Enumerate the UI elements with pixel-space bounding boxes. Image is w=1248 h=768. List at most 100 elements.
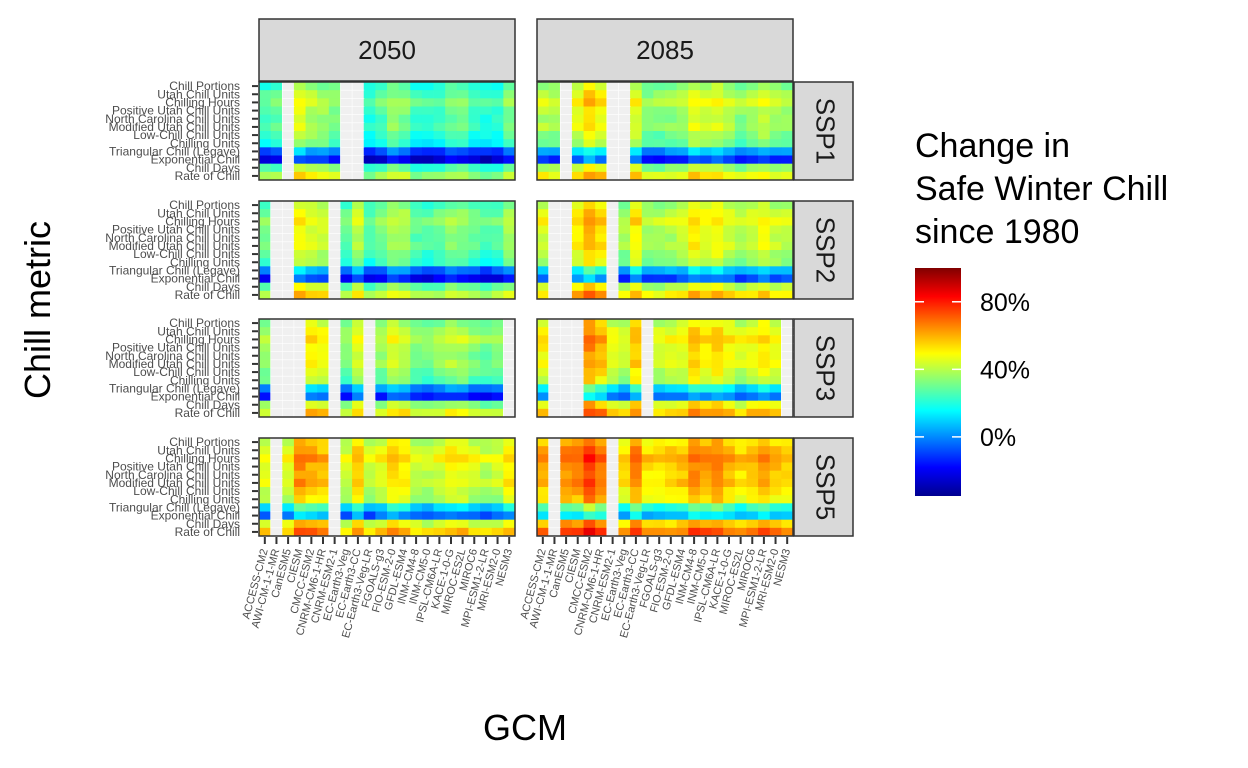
heatmap-cell [421, 82, 434, 91]
heatmap-cell [352, 319, 365, 328]
heatmap-cell [723, 114, 736, 124]
heatmap-cell [433, 201, 446, 210]
heatmap-cell [421, 258, 434, 267]
heatmap-cell-missing [351, 81, 365, 91]
heatmap-cell-missing [281, 130, 295, 140]
heatmap-cell [758, 233, 771, 243]
heatmap-cell-missing [270, 282, 283, 292]
heatmap-cell-missing [281, 266, 295, 276]
heatmap-cell [699, 163, 712, 173]
heatmap-cell [375, 368, 388, 377]
heatmap-cell [769, 155, 782, 165]
heatmap-cell [781, 446, 794, 455]
heatmap-cell [503, 233, 516, 243]
heatmap-cell [387, 114, 400, 124]
heatmap-cell [375, 209, 388, 218]
heatmap-cell [363, 290, 376, 300]
heatmap-cell [259, 511, 272, 521]
heatmap-cell-missing [548, 375, 561, 386]
heatmap-cell [456, 274, 469, 284]
heatmap-cell [387, 82, 400, 91]
heatmap-cell [480, 319, 493, 328]
heatmap-cell [305, 454, 318, 463]
heatmap-cell [769, 495, 782, 504]
heatmap-cell-missing [548, 437, 561, 447]
heatmap-cell-missing [503, 400, 516, 410]
heatmap-cell [421, 131, 434, 140]
heatmap-cell [421, 122, 434, 132]
heatmap-cell [630, 359, 643, 369]
heatmap-cell [259, 343, 272, 353]
heatmap-cell [606, 400, 619, 410]
heatmap-cell [537, 241, 550, 251]
heatmap-cell [410, 106, 423, 116]
heatmap-cell [433, 487, 446, 496]
heatmap-cell-missing [548, 225, 561, 235]
heatmap-cell [363, 503, 376, 512]
heatmap-cell [583, 343, 596, 353]
heatmap-cell [723, 258, 736, 267]
heatmap-cell [595, 290, 608, 300]
heatmap-cell [583, 376, 596, 385]
heatmap-cell-missing [340, 138, 353, 149]
heatmap-cell [734, 368, 747, 377]
heatmap-cell [699, 335, 712, 344]
heatmap-cell [398, 290, 411, 300]
heatmap-cell [641, 201, 654, 210]
heatmap-cell [571, 470, 584, 480]
heatmap-cell [456, 106, 469, 116]
panel-2050-SSP2 [258, 200, 516, 300]
heatmap-cell [410, 122, 423, 132]
heatmap-cell [456, 408, 469, 418]
heatmap-cell [503, 266, 516, 275]
heatmap-cell [734, 503, 747, 512]
heatmap-cell [734, 114, 747, 124]
heatmap-cell [641, 147, 654, 156]
heatmap-cell [387, 462, 400, 472]
heatmap-cell [618, 503, 631, 512]
heatmap-cell [421, 90, 434, 99]
heatmap-cell [653, 519, 666, 529]
heatmap-cell [711, 319, 724, 328]
heatmap-cell [653, 503, 666, 512]
heatmap-cell [676, 122, 689, 132]
heatmap-cell [491, 82, 504, 91]
heatmap-cell [630, 139, 643, 148]
heatmap-cell [456, 155, 469, 165]
heatmap-cell [769, 122, 782, 132]
heatmap-cell [769, 290, 782, 300]
heatmap-cell [583, 122, 596, 132]
heatmap-cell [305, 217, 318, 226]
heatmap-cell [340, 359, 353, 369]
heatmap-cell [421, 163, 434, 173]
heatmap-cell [571, 82, 584, 91]
heatmap-cell-missing [270, 351, 283, 361]
heatmap-cell [758, 122, 771, 132]
heatmap-cell [630, 201, 643, 210]
heatmap-cell [433, 155, 446, 165]
heatmap-cell-missing [328, 282, 342, 292]
heatmap-cell [468, 114, 481, 124]
heatmap-cell [375, 147, 388, 156]
heatmap-cell [583, 487, 596, 496]
heatmap-cell [583, 217, 596, 226]
heatmap-cell [583, 408, 596, 418]
heatmap-cell-missing [351, 138, 365, 149]
heatmap-cell [363, 241, 376, 251]
heatmap-cell [723, 495, 736, 504]
heatmap-cell [503, 209, 516, 218]
heatmap-cell [340, 384, 353, 393]
heatmap-cell [746, 495, 759, 504]
y-tick-label: Modified Utah Chill Units [109, 357, 240, 371]
heatmap-cell [421, 495, 434, 504]
heatmap-cell [352, 335, 365, 344]
heatmap-cell [688, 487, 701, 496]
heatmap-cell [537, 114, 550, 124]
heatmap-cell [630, 384, 643, 393]
heatmap-cell [387, 400, 400, 410]
heatmap-cell [630, 98, 643, 107]
heatmap-cell [456, 266, 469, 275]
heatmap-cell [734, 131, 747, 140]
heatmap-cell [781, 462, 794, 472]
